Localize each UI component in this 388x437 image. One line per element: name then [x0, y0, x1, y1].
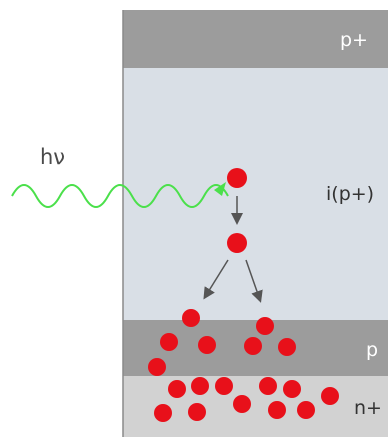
avalanche-carrier [198, 336, 216, 354]
photon-label: hν [40, 145, 65, 169]
primary-carrier [227, 168, 247, 188]
carrier-cascade [148, 168, 339, 422]
avalanche-carrier [297, 401, 315, 419]
label-p: p [366, 339, 378, 361]
avalanche-carrier [256, 317, 274, 335]
label-p-plus: p+ [340, 29, 368, 51]
photon-wave [11, 184, 229, 208]
avalanche-carrier [321, 387, 339, 405]
avalanche-carrier [160, 333, 178, 351]
avalanche-carrier [278, 338, 296, 356]
avalanche-carrier [182, 309, 200, 327]
avalanche-carrier [188, 403, 206, 421]
avalanche-carrier [283, 380, 301, 398]
photon-arrow-head [214, 182, 226, 196]
label-n-plus: n+ [354, 397, 382, 419]
avalanche-carrier [259, 377, 277, 395]
avalanche-carrier [191, 377, 209, 395]
avalanche-carrier [168, 380, 186, 398]
avalanche-carrier [154, 404, 172, 422]
split-arrow-left [203, 259, 229, 300]
avalanche-carrier [148, 358, 166, 376]
avalanche-carrier [233, 395, 251, 413]
avalanche-carrier [268, 401, 286, 419]
avalanche-carrier [244, 337, 262, 355]
layer-p-plus [123, 10, 388, 68]
layer-stack [122, 10, 388, 437]
split-arrow-right [245, 259, 263, 303]
layer-intrinsic [123, 68, 388, 320]
drifting-carrier [227, 233, 247, 253]
label-intrinsic: i(p+) [326, 183, 374, 205]
avalanche-carrier [215, 377, 233, 395]
